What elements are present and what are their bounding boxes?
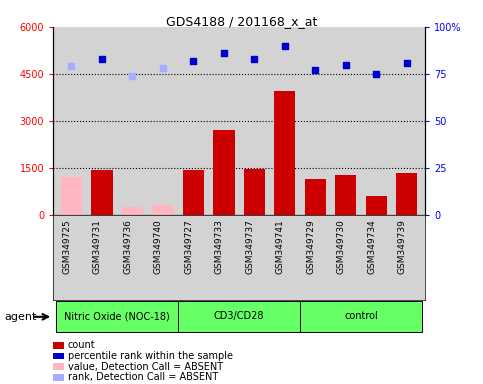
Point — [68, 63, 75, 70]
Text: GSM349740: GSM349740 — [154, 219, 163, 274]
Point — [251, 56, 258, 62]
FancyBboxPatch shape — [178, 301, 300, 332]
Point — [220, 50, 227, 56]
Text: agent: agent — [5, 312, 37, 322]
Bar — [274, 91, 296, 215]
Text: GSM349739: GSM349739 — [398, 219, 407, 274]
Bar — [91, 170, 113, 215]
FancyBboxPatch shape — [56, 301, 178, 332]
Bar — [366, 195, 387, 215]
Text: GSM349741: GSM349741 — [276, 219, 285, 274]
Point — [342, 61, 350, 68]
Text: GSM349733: GSM349733 — [215, 219, 224, 274]
Text: value, Detection Call = ABSENT: value, Detection Call = ABSENT — [68, 362, 223, 372]
Bar — [335, 175, 356, 215]
Text: percentile rank within the sample: percentile rank within the sample — [68, 351, 233, 361]
Point — [372, 71, 380, 77]
Bar — [61, 177, 82, 215]
Bar — [243, 169, 265, 215]
Text: GDS4188 / 201168_x_at: GDS4188 / 201168_x_at — [166, 15, 317, 28]
FancyBboxPatch shape — [300, 301, 422, 332]
Point — [128, 73, 136, 79]
Bar — [396, 173, 417, 215]
Text: GSM349736: GSM349736 — [123, 219, 132, 274]
Point — [98, 56, 106, 62]
Text: GSM349734: GSM349734 — [367, 219, 376, 274]
Text: control: control — [344, 311, 378, 321]
Point — [159, 65, 167, 71]
Text: GSM349725: GSM349725 — [62, 219, 71, 274]
Bar — [122, 207, 143, 215]
Text: GSM349731: GSM349731 — [93, 219, 102, 274]
Text: GSM349729: GSM349729 — [306, 219, 315, 274]
Text: count: count — [68, 340, 95, 350]
Point — [312, 67, 319, 73]
Bar — [152, 205, 173, 215]
Point — [403, 60, 411, 66]
Bar — [183, 170, 204, 215]
Bar — [305, 179, 326, 215]
Text: rank, Detection Call = ABSENT: rank, Detection Call = ABSENT — [68, 372, 218, 382]
Bar — [213, 131, 235, 215]
Text: CD3/CD28: CD3/CD28 — [214, 311, 264, 321]
Text: Nitric Oxide (NOC-18): Nitric Oxide (NOC-18) — [64, 311, 170, 321]
Point — [281, 43, 289, 49]
Text: GSM349737: GSM349737 — [245, 219, 255, 274]
Text: GSM349727: GSM349727 — [185, 219, 193, 274]
Point — [189, 58, 197, 64]
Text: GSM349730: GSM349730 — [337, 219, 346, 274]
